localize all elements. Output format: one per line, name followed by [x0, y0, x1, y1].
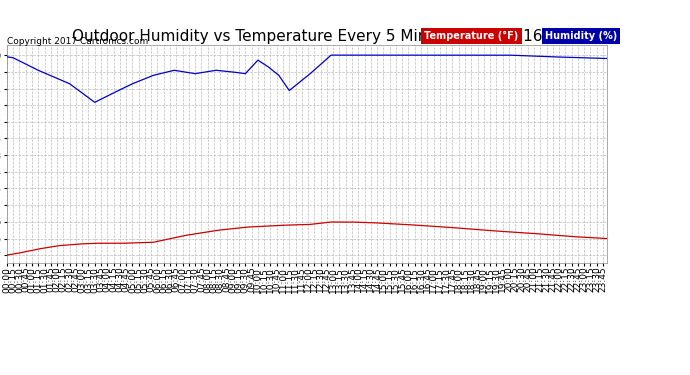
Title: Outdoor Humidity vs Temperature Every 5 Minutes 20171216: Outdoor Humidity vs Temperature Every 5 … — [72, 29, 542, 44]
Text: Copyright 2017 Cartronics.com: Copyright 2017 Cartronics.com — [7, 38, 148, 46]
Text: Humidity (%): Humidity (%) — [545, 31, 618, 40]
Text: Temperature (°F): Temperature (°F) — [424, 31, 519, 40]
